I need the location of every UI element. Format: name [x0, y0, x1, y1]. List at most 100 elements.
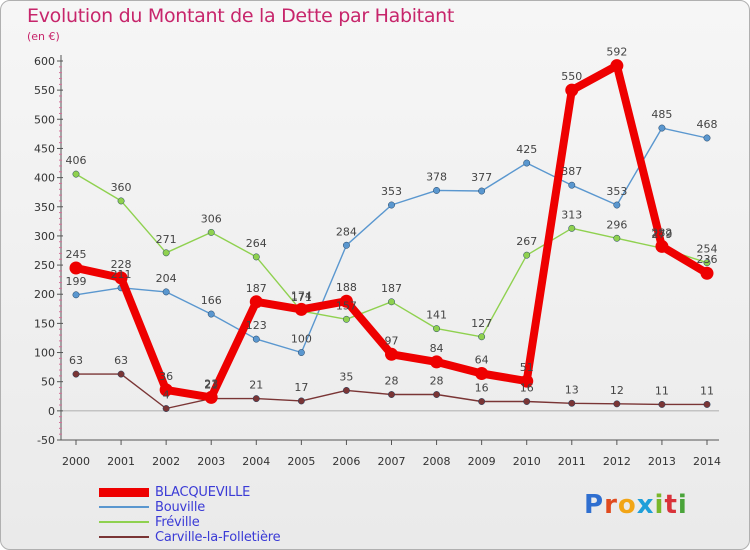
data-label: 406: [66, 154, 87, 167]
data-label: 282: [651, 226, 672, 239]
series-carville-la-folletiere: [72, 370, 711, 412]
data-label: 468: [697, 118, 718, 131]
legend-item: BLACQUEVILLE: [99, 485, 359, 500]
data-label: 187: [246, 282, 267, 295]
logo-letter: P: [584, 490, 605, 520]
data-label: 387: [561, 165, 582, 178]
data-point: [117, 370, 125, 378]
legend-item: Fréville: [99, 515, 359, 530]
data-label: 100: [291, 333, 312, 346]
data-point: [430, 355, 444, 369]
x-tick-label: 2000: [62, 455, 90, 468]
x-tick-label: 2002: [152, 455, 180, 468]
data-label: 157: [336, 299, 357, 312]
data-point: [297, 397, 305, 405]
data-point: [610, 59, 624, 73]
data-label: 28: [385, 375, 399, 388]
legend-item: Carville-la-Folletière: [99, 530, 359, 545]
data-label: 171: [291, 291, 312, 304]
data-point: [703, 400, 711, 408]
data-label: 21: [249, 379, 263, 392]
data-point: [252, 253, 260, 261]
data-label: 204: [156, 272, 177, 285]
data-label: 21: [204, 379, 218, 392]
y-tick-label: 100: [34, 347, 55, 360]
data-label: 123: [246, 319, 267, 332]
data-point: [478, 398, 486, 405]
data-label: 174: [291, 289, 312, 302]
legend-item: Bouville: [99, 500, 359, 515]
legend-swatch: [99, 536, 149, 538]
logo-letter: x: [636, 490, 655, 520]
data-point: [568, 399, 576, 407]
data-point: [207, 228, 215, 236]
legend-swatch: [99, 506, 149, 508]
data-point: [478, 333, 486, 341]
data-point: [388, 391, 395, 398]
data-point: [613, 234, 621, 242]
logo-letter: t: [664, 490, 678, 520]
legend-label: Fréville: [155, 515, 200, 530]
data-label: 63: [114, 354, 128, 367]
x-tick-label: 2014: [693, 455, 721, 468]
x-tick-label: 2003: [197, 455, 225, 468]
y-tick-label: 250: [34, 259, 55, 272]
data-point: [72, 370, 80, 378]
data-point: [658, 124, 666, 132]
series-line-freville: [75, 173, 708, 338]
data-point: [388, 201, 395, 209]
data-label: 245: [66, 248, 87, 261]
data-point: [162, 405, 170, 412]
x-tick-label: 2010: [513, 455, 541, 468]
data-point: [703, 259, 711, 267]
data-label: 485: [651, 108, 672, 121]
data-point: [342, 241, 350, 249]
data-point: [207, 310, 215, 318]
data-point: [433, 325, 441, 333]
data-point: [114, 271, 128, 285]
data-point: [385, 347, 398, 361]
legend-label: Bouville: [155, 500, 206, 515]
data-label: 36: [159, 370, 173, 383]
x-tick-label: 2006: [332, 455, 360, 468]
x-tick-label: 2004: [242, 455, 270, 468]
y-tick-label: 150: [34, 317, 55, 330]
data-point: [565, 83, 579, 97]
data-label: 16: [520, 382, 534, 395]
data-label: 592: [606, 46, 627, 59]
x-tick-label: 2012: [603, 455, 631, 468]
proxiti-logo: Proxiti: [584, 490, 688, 520]
data-point: [568, 224, 576, 232]
data-point: [342, 386, 350, 394]
data-point: [117, 197, 125, 205]
data-point: [72, 170, 80, 178]
data-point: [249, 295, 263, 309]
y-tick-label: 400: [34, 172, 55, 185]
data-label: 28: [430, 375, 444, 388]
data-point: [433, 186, 441, 194]
data-label: 353: [606, 185, 627, 198]
x-tick-label: 2011: [558, 455, 586, 468]
data-label: 16: [475, 382, 489, 395]
data-point: [613, 400, 621, 408]
data-point: [655, 239, 669, 253]
series-bouville: [72, 124, 711, 356]
logo-letter: i: [654, 490, 665, 520]
data-point: [162, 249, 170, 257]
legend-label: BLACQUEVILLE: [155, 485, 251, 500]
data-label: 425: [516, 143, 537, 156]
data-label: 11: [700, 384, 714, 397]
x-tick-label: 2009: [468, 455, 496, 468]
data-label: 127: [471, 317, 492, 330]
data-label: 12: [610, 384, 624, 397]
data-point: [568, 181, 576, 189]
data-label: 23: [204, 377, 218, 390]
data-point: [252, 335, 260, 343]
data-point: [433, 391, 441, 398]
legend-swatch: [99, 487, 149, 497]
data-point: [478, 187, 486, 195]
y-tick-label: 300: [34, 230, 55, 243]
chart-unit-label: (en €): [27, 30, 60, 43]
data-label: 306: [201, 212, 222, 225]
